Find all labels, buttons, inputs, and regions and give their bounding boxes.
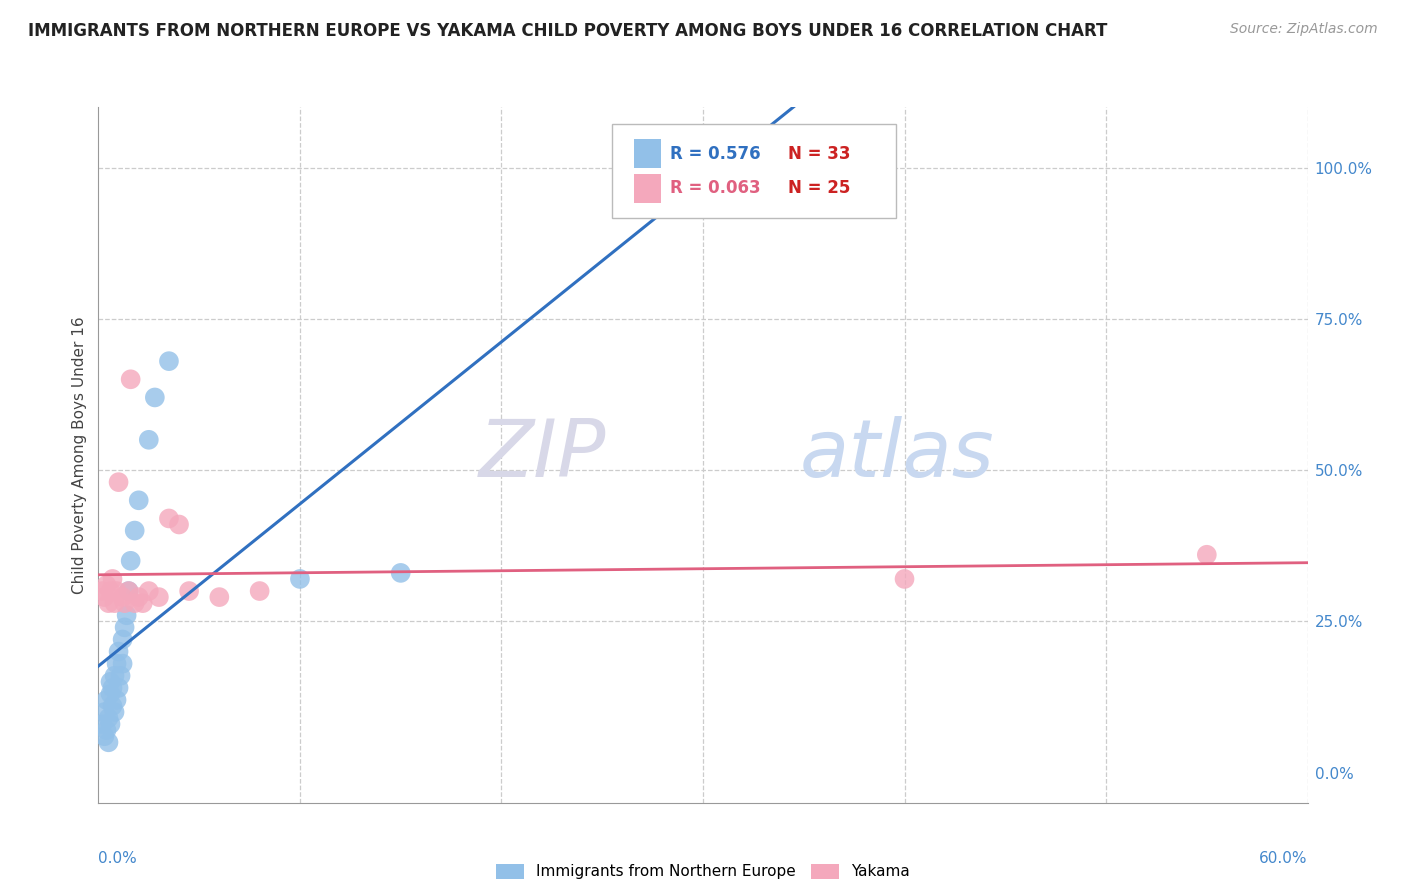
Text: N = 25: N = 25 xyxy=(787,179,851,197)
FancyBboxPatch shape xyxy=(634,174,661,203)
Text: atlas: atlas xyxy=(800,416,994,494)
Point xyxy=(91,717,114,731)
Point xyxy=(118,584,141,599)
Point xyxy=(124,596,146,610)
Point xyxy=(97,596,120,610)
Point xyxy=(120,372,142,386)
Point xyxy=(93,729,115,743)
Point xyxy=(631,191,654,205)
Point xyxy=(107,681,129,695)
Point xyxy=(96,693,118,707)
Point xyxy=(101,572,124,586)
Point xyxy=(148,590,170,604)
Y-axis label: Child Poverty Among Boys Under 16: Child Poverty Among Boys Under 16 xyxy=(72,316,87,594)
Point xyxy=(114,596,136,610)
Point xyxy=(138,433,160,447)
Point xyxy=(179,584,201,599)
Point xyxy=(101,681,124,695)
Point xyxy=(105,657,128,671)
Point xyxy=(167,517,190,532)
Text: R = 0.063: R = 0.063 xyxy=(671,179,761,197)
Point xyxy=(132,596,155,610)
Point xyxy=(100,687,122,701)
Point xyxy=(249,584,271,599)
Point xyxy=(120,554,142,568)
Point xyxy=(105,693,128,707)
Point xyxy=(114,620,136,634)
Point xyxy=(115,608,138,623)
FancyBboxPatch shape xyxy=(634,139,661,169)
Point xyxy=(107,644,129,658)
Point xyxy=(103,705,125,719)
Point xyxy=(1195,548,1218,562)
Point xyxy=(100,584,122,599)
Point xyxy=(128,493,150,508)
Point xyxy=(118,584,141,599)
Point xyxy=(110,669,132,683)
Point xyxy=(93,590,115,604)
Point xyxy=(128,590,150,604)
Point xyxy=(107,475,129,490)
Text: Source: ZipAtlas.com: Source: ZipAtlas.com xyxy=(1230,22,1378,37)
Text: N = 33: N = 33 xyxy=(787,145,851,162)
Point xyxy=(893,572,915,586)
Text: ZIP: ZIP xyxy=(479,416,606,494)
Point xyxy=(389,566,412,580)
Point xyxy=(124,524,146,538)
Point xyxy=(111,590,134,604)
Point xyxy=(93,705,115,719)
Point xyxy=(100,717,122,731)
Point xyxy=(96,578,118,592)
Point xyxy=(138,584,160,599)
Point xyxy=(91,584,114,599)
Legend: Immigrants from Northern Europe, Yakama: Immigrants from Northern Europe, Yakama xyxy=(491,857,915,886)
Point xyxy=(111,632,134,647)
Point xyxy=(157,511,180,525)
Point xyxy=(101,698,124,713)
Point xyxy=(97,711,120,725)
Point xyxy=(100,674,122,689)
Point xyxy=(96,723,118,738)
Point xyxy=(157,354,180,368)
Point xyxy=(288,572,311,586)
Point xyxy=(143,391,166,405)
Text: 0.0%: 0.0% xyxy=(98,851,138,866)
Point xyxy=(105,584,128,599)
Point xyxy=(103,596,125,610)
Point xyxy=(103,669,125,683)
Text: R = 0.576: R = 0.576 xyxy=(671,145,761,162)
Point xyxy=(111,657,134,671)
Point xyxy=(97,735,120,749)
Text: IMMIGRANTS FROM NORTHERN EUROPE VS YAKAMA CHILD POVERTY AMONG BOYS UNDER 16 CORR: IMMIGRANTS FROM NORTHERN EUROPE VS YAKAM… xyxy=(28,22,1108,40)
FancyBboxPatch shape xyxy=(613,124,897,219)
Point xyxy=(208,590,231,604)
Text: 60.0%: 60.0% xyxy=(1260,851,1308,866)
